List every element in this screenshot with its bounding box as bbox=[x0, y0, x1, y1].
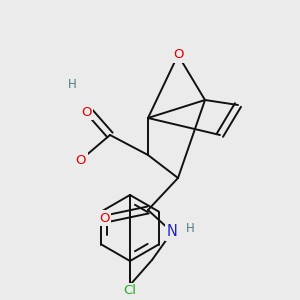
Text: N: N bbox=[167, 224, 177, 239]
Text: H: H bbox=[68, 79, 76, 92]
Text: O: O bbox=[76, 154, 86, 166]
Text: O: O bbox=[99, 212, 109, 224]
Text: Cl: Cl bbox=[124, 284, 136, 298]
Text: O: O bbox=[81, 106, 91, 118]
Text: H: H bbox=[186, 223, 194, 236]
Text: O: O bbox=[173, 49, 183, 62]
